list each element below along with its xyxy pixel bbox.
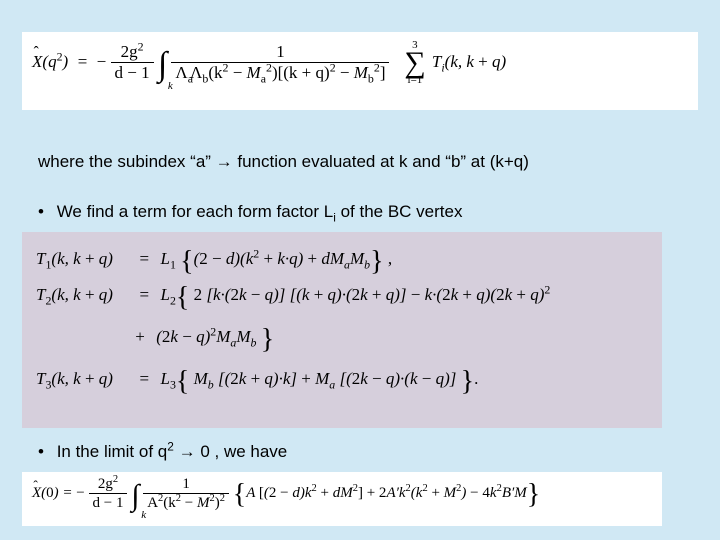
bullet-dot: • (38, 202, 44, 221)
subindex-note: where the subindex “a” → function evalua… (38, 152, 682, 172)
equation-main: X(q2) = − 2g2 d − 1 ∫k 1 ΛaΛb(k2 − Ma2)[… (22, 32, 698, 110)
eq2-row1: T1(k, k + q) = L1 {(2 − d)(k2 + k·q) + d… (36, 246, 648, 278)
eq3-content: X(0) = − 2g2 d − 1 ∫k 1 A2(k2 − M2)2 {A … (32, 485, 540, 501)
equation-limit: X(0) = − 2g2 d − 1 ∫k 1 A2(k2 − M2)2 {A … (22, 472, 662, 526)
limit-b: → 0 , we have (174, 442, 287, 461)
eq1-content: X(q2) = − 2g2 d − 1 ∫k 1 ΛaΛb(k2 − Ma2)[… (32, 52, 506, 71)
slide: X(q2) = − 2g2 d − 1 ∫k 1 ΛaΛb(k2 − Ma2)[… (0, 0, 720, 540)
limit-a: In the limit of q (57, 442, 168, 461)
bullet-dot-2: • (38, 442, 44, 461)
eq2-row3: T3(k, k + q) = L3{ Mb [(2k + q)·k] + Ma … (36, 366, 648, 398)
limit-sup: 2 (167, 439, 174, 453)
bullet-we-find: • We find a term for each form factor Li… (38, 202, 682, 222)
we-find-b: of the BC vertex (336, 202, 463, 221)
bullet-limit: • In the limit of q2 → 0 , we have (38, 442, 682, 462)
we-find-a: We find a term for each form factor L (57, 202, 334, 221)
equation-ti-block: T1(k, k + q) = L1 {(2 − d)(k2 + k·q) + d… (22, 232, 662, 428)
eq2-row2b: + (2k − q)2MaMb } (36, 324, 648, 356)
eq2-row2a: T2(k, k + q) = L2{ 2 [k·(2k − q)] [(k + … (36, 282, 648, 314)
